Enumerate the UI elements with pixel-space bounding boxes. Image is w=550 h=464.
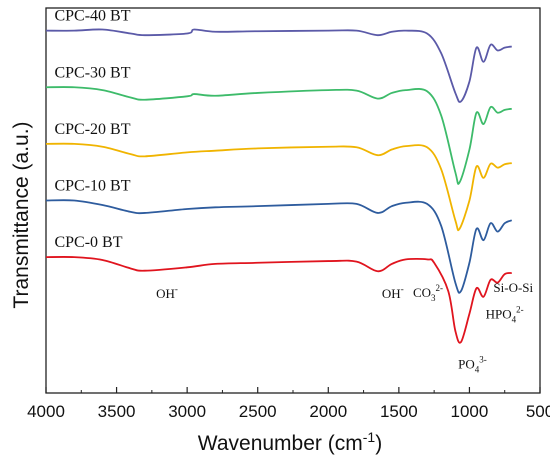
x-tick-label: 2000 [309,402,347,421]
series-label-cpc-10-bt: CPC-10 BT [54,178,130,195]
series-label-cpc-20-bt: CPC-20 BT [54,121,130,138]
series-line-cpc-30-bt [45,86,512,185]
x-tick-label: 1500 [380,402,418,421]
series-label-cpc-40-bt: CPC-40 BT [54,8,130,25]
x-tick-label: 3000 [168,402,206,421]
peak-annotation: OH- [382,284,404,301]
peak-annotation: PO43- [458,355,487,375]
x-tick-label: 2500 [239,402,277,421]
series-label-cpc-30-bt: CPC-30 BT [54,64,130,81]
peak-annotation: CO32- [413,283,443,303]
y-axis-title: Transmittance (a.u.) [10,121,33,308]
peak-annotation: Si-O-Si [493,280,533,295]
x-axis-title-close: ) [375,432,382,455]
x-axis-title-sup: -1 [363,429,376,445]
x-tick-label: 3500 [98,402,136,421]
series-line-cpc-10-bt [45,199,513,294]
x-axis-title-main: Wavenumber (cm [198,432,363,455]
series-line-cpc-40-bt [45,28,512,103]
x-tick-label: 500 [526,402,550,421]
x-tick-label: 1000 [451,402,489,421]
x-axis-title: Wavenumber (cm-1) [198,429,382,455]
series-line-cpc-0-bt [45,256,512,344]
peak-annotation: OH- [156,284,178,301]
series-label-cpc-0-bt: CPC-0 BT [54,234,122,251]
series-line-cpc-20-bt [45,142,512,232]
x-tick-label: 4000 [27,402,65,421]
peak-annotation: HPO42- [486,304,524,324]
